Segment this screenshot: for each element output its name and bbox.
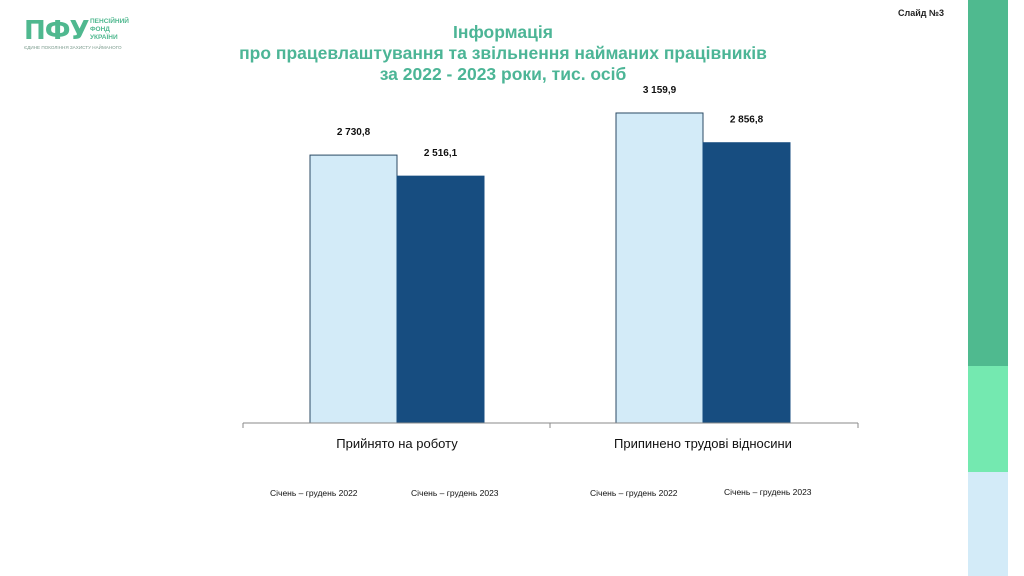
bar-2023-terminated [702,142,791,424]
title-line-3: за 2022 - 2023 роки, тис. осіб [379,64,627,84]
logo-name: ПЕНСІЙНИЙ ФОНД УКРАЇНИ [90,18,129,42]
sidebar-band-top [968,0,1008,366]
bar-2022-hired [309,154,398,424]
data-label: 2 730,8 [337,127,371,138]
category-label: Прийнято на роботу [336,436,458,451]
logo-name-line: ФОНД [90,26,110,33]
legend-item-2022-group1: Січень – грудень 2022 [270,488,358,498]
legend-item-2022-group2: Січень – грудень 2022 [590,488,678,498]
slide-title: Інформація про працевлаштування та звіль… [230,22,776,85]
logo-tagline: ЄДИНЕ ПОКОЛІННЯ ЗАХИСТУ НАЙМАНОГО [24,45,122,50]
sidebar-band-middle [968,366,1008,472]
title-line-2: про працевлаштування та звільнення найма… [239,43,767,63]
pfu-logo: ПФУ ПЕНСІЙНИЙ ФОНД УКРАЇНИ ЄДИНЕ ПОКОЛІН… [24,14,154,58]
data-label: 2 516,1 [424,148,458,159]
bar-2023-hired [396,175,485,424]
logo-name-line: ПЕНСІЙНИЙ [90,18,129,25]
logo-abbreviation: ПФУ [24,16,90,46]
data-label: 3 159,9 [643,85,677,96]
legend-item-2023-group1: Січень – грудень 2023 [411,488,499,498]
legend-item-2023-group2: Січень – грудень 2023 [724,487,812,497]
logo-name-line: УКРАЇНИ [90,34,118,41]
bar-2022-terminated [615,112,704,424]
title-line-1: Інформація [453,22,553,42]
decorative-sidebar [968,0,1008,576]
category-label: Припинено трудові відносини [614,436,792,451]
slide-number: Слайд №3 [897,8,944,18]
sidebar-band-bottom [968,472,1008,576]
data-label: 2 856,8 [730,115,764,126]
